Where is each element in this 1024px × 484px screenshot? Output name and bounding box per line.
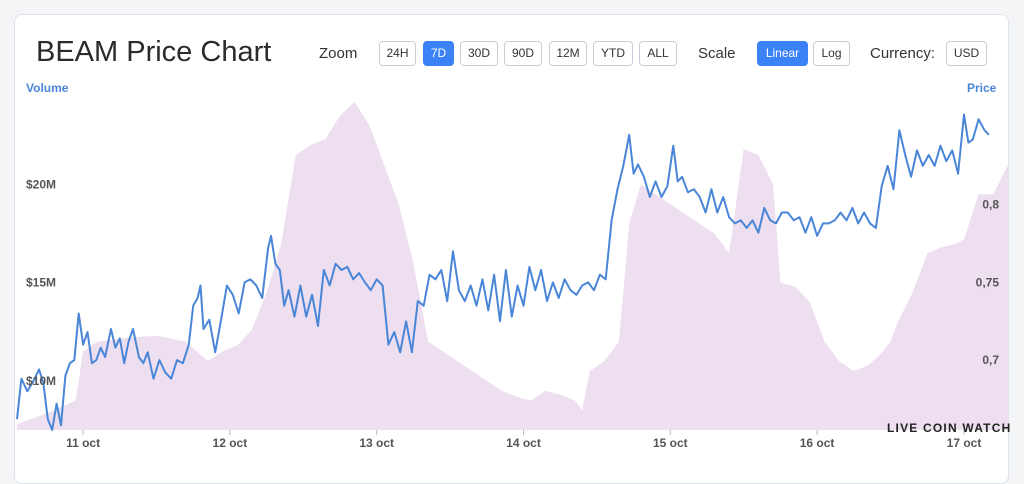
zoom-label: Zoom bbox=[319, 45, 358, 62]
zoom-30d-button[interactable]: 30D bbox=[460, 41, 498, 66]
price-tick-label: 0,75 bbox=[976, 275, 1000, 289]
x-tick-label: 12 oct bbox=[213, 436, 248, 450]
scale-linear-button[interactable]: Linear bbox=[757, 41, 808, 66]
watermark: LIVE COIN WATCH bbox=[887, 421, 1012, 435]
x-tick-label: 17 oct bbox=[947, 436, 982, 450]
zoom-7d-button[interactable]: 7D bbox=[423, 41, 454, 66]
x-tick-label: 14 oct bbox=[506, 436, 541, 450]
axis-layer: $10M $15M $20M 0,7 0,75 0,8 11 oct 12 oct 13 oct… bbox=[26, 177, 999, 450]
zoom-90d-button[interactable]: 90D bbox=[504, 41, 542, 66]
x-tick-label: 16 oct bbox=[800, 436, 835, 450]
volume-area bbox=[17, 101, 1008, 431]
x-tick-label: 13 oct bbox=[359, 436, 394, 450]
price-tick-label: 0,8 bbox=[982, 198, 999, 212]
x-tick-label: 11 oct bbox=[66, 436, 100, 450]
price-axis-title: Price bbox=[967, 81, 997, 95]
zoom-ytd-button[interactable]: YTD bbox=[593, 41, 633, 66]
currency-select[interactable]: USD bbox=[946, 41, 987, 66]
price-layer bbox=[16, 113, 990, 431]
currency-label: Currency: bbox=[870, 45, 936, 62]
scale-log-button[interactable]: Log bbox=[813, 41, 850, 66]
zoom-24h-button[interactable]: 24H bbox=[379, 41, 416, 66]
volume-axis-title: Volume bbox=[26, 81, 69, 95]
volume-tick-label: $15M bbox=[26, 276, 56, 290]
x-tick-label: 15 oct bbox=[653, 436, 688, 450]
volume-tick-label: $10M bbox=[26, 374, 56, 388]
volume-layer bbox=[17, 101, 1008, 431]
scale-label: Scale bbox=[698, 45, 736, 62]
price-volume-chart: $10M $15M $20M 0,7 0,75 0,8 11 oct 12 oct 13 oct… bbox=[16, 101, 1008, 450]
price-tick-label: 0,7 bbox=[982, 353, 999, 367]
zoom-all-button[interactable]: ALL bbox=[639, 41, 677, 66]
chart-title: BEAM Price Chart bbox=[36, 36, 272, 68]
zoom-12m-button[interactable]: 12M bbox=[549, 41, 587, 66]
price-line bbox=[16, 113, 990, 431]
volume-tick-label: $20M bbox=[26, 177, 56, 191]
